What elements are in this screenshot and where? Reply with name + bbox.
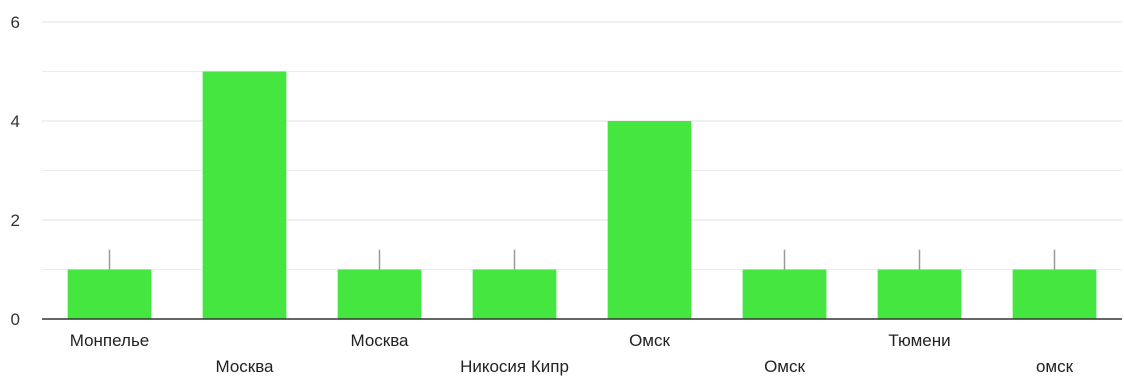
x-category-label: Монпелье	[70, 331, 150, 350]
x-category-label: Никосия Кипр	[460, 357, 569, 376]
bar	[607, 121, 692, 319]
bar	[877, 269, 962, 319]
bar	[337, 269, 422, 319]
x-category-label: омск	[1036, 357, 1074, 376]
y-tick-label: 2	[11, 211, 20, 230]
y-tick-label: 4	[11, 112, 20, 131]
y-tick-label: 6	[11, 13, 20, 32]
x-category-label: Москва	[350, 331, 409, 350]
bar	[1012, 269, 1097, 319]
x-category-label: Москва	[215, 357, 274, 376]
y-tick-label: 0	[11, 310, 20, 329]
x-axis-labels: Монпелье Москва Москва Никосия Кипр Омск Омск…	[70, 331, 1074, 376]
bar	[472, 269, 557, 319]
bar	[202, 71, 287, 319]
y-axis-ticks: 0 2 4 6	[11, 13, 20, 329]
x-category-label: Омск	[629, 331, 670, 350]
bar	[67, 269, 152, 319]
x-category-label: Омск	[764, 357, 805, 376]
bar	[742, 269, 827, 319]
bars	[67, 71, 1097, 319]
x-category-label: Тюмени	[888, 331, 950, 350]
